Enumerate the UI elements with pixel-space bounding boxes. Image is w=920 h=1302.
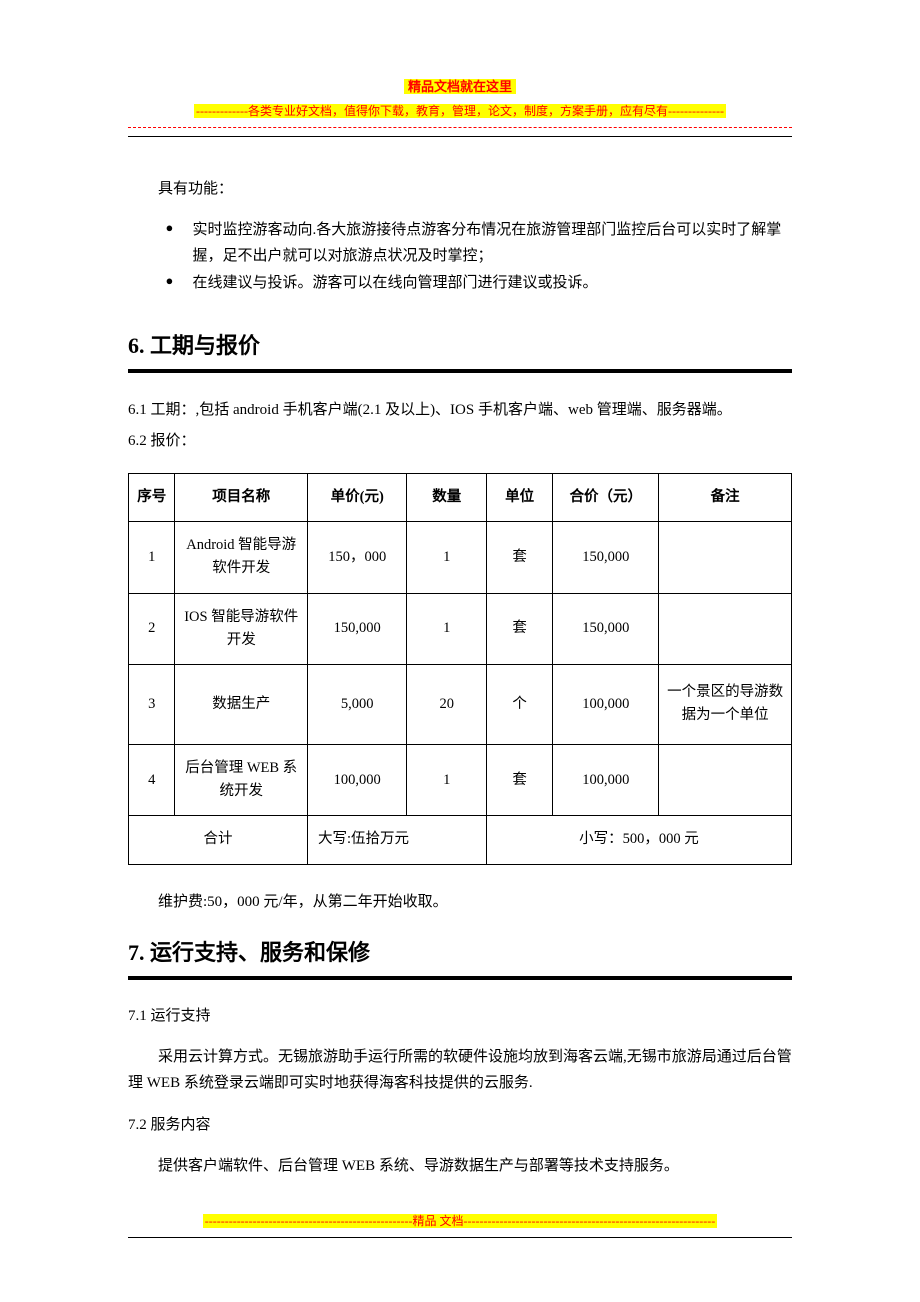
footer-rule xyxy=(128,1237,792,1238)
section-7-1-text: 采用云计算方式。无锡旅游助手运行所需的软硬件设施均放到海客云端,无锡市旅游局通过… xyxy=(128,1044,792,1097)
cell-total: 150,000 xyxy=(553,522,659,593)
cell-total-lower: 小写：500，000 元 xyxy=(486,816,791,864)
header-banner: 精品文档就在这里 -------------各类专业好文档，值得你下载，教育，管… xyxy=(128,75,792,128)
cell-unit: 套 xyxy=(486,745,552,816)
th-seq: 序号 xyxy=(129,473,175,521)
content-top-rule xyxy=(128,136,792,137)
cell-name: Android 智能导游软件开发 xyxy=(175,522,308,593)
table-row: 4 后台管理 WEB 系统开发 100,000 1 套 100,000 xyxy=(129,745,792,816)
cell-unit: 套 xyxy=(486,522,552,593)
header-subtitle: -------------各类专业好文档，值得你下载，教育，管理，论文，制度，方… xyxy=(194,104,726,118)
section-7-heading: 7. 运行支持、服务和保修 xyxy=(128,935,792,970)
cell-name: 后台管理 WEB 系统开发 xyxy=(175,745,308,816)
cell-name: IOS 智能导游软件开发 xyxy=(175,593,308,664)
th-price: 单价(元) xyxy=(308,473,407,521)
section-7-rule xyxy=(128,976,792,980)
bullet-item: 实时监控游客动向.各大旅游接待点游客分布情况在旅游管理部门监控后台可以实时了解掌… xyxy=(166,217,793,270)
section-6-1-text: 6.1 工期：,包括 android 手机客户端(2.1 及以上)、IOS 手机… xyxy=(128,397,792,424)
cell-qty: 20 xyxy=(407,664,487,744)
cell-price: 100,000 xyxy=(308,745,407,816)
cell-total: 100,000 xyxy=(553,664,659,744)
section-7-2-text: 提供客户端软件、后台管理 WEB 系统、导游数据生产与部署等技术支持服务。 xyxy=(128,1153,792,1179)
cell-total: 100,000 xyxy=(553,745,659,816)
section-6-2-text: 6.2 报价： xyxy=(128,428,792,455)
quotation-table: 序号 项目名称 单价(元) 数量 单位 合价（元） 备注 1 Android 智… xyxy=(128,473,792,865)
th-unit: 单位 xyxy=(486,473,552,521)
cell-unit: 套 xyxy=(486,593,552,664)
table-footer-row: 合计 大写:伍拾万元 小写：500，000 元 xyxy=(129,816,792,864)
cell-note xyxy=(659,745,792,816)
th-total: 合价（元） xyxy=(553,473,659,521)
footer-banner: ----------------------------------------… xyxy=(128,1209,792,1238)
cell-seq: 4 xyxy=(129,745,175,816)
header-title: 精品文档就在这里 xyxy=(404,79,516,94)
table-header-row: 序号 项目名称 单价(元) 数量 单位 合价（元） 备注 xyxy=(129,473,792,521)
cell-qty: 1 xyxy=(407,745,487,816)
th-qty: 数量 xyxy=(407,473,487,521)
cell-price: 150,000 xyxy=(308,593,407,664)
cell-unit: 个 xyxy=(486,664,552,744)
section-6-rule xyxy=(128,369,792,373)
cell-price: 5,000 xyxy=(308,664,407,744)
cell-total-label: 合计 xyxy=(129,816,308,864)
cell-note: 一个景区的导游数据为一个单位 xyxy=(659,664,792,744)
maintenance-text: 维护费:50，000 元/年，从第二年开始收取。 xyxy=(128,889,792,915)
cell-seq: 3 xyxy=(129,664,175,744)
cell-total: 150,000 xyxy=(553,593,659,664)
table-row: 3 数据生产 5,000 20 个 100,000 一个景区的导游数据为一个单位 xyxy=(129,664,792,744)
footer-text: ----------------------------------------… xyxy=(203,1214,718,1228)
cell-note xyxy=(659,593,792,664)
table-row: 1 Android 智能导游软件开发 150，000 1 套 150,000 xyxy=(129,522,792,593)
cell-qty: 1 xyxy=(407,522,487,593)
bullet-item: 在线建议与投诉。游客可以在线向管理部门进行建议或投诉。 xyxy=(166,270,793,296)
cell-note xyxy=(659,522,792,593)
cell-total-upper: 大写:伍拾万元 xyxy=(308,816,487,864)
cell-qty: 1 xyxy=(407,593,487,664)
cell-seq: 2 xyxy=(129,593,175,664)
th-note: 备注 xyxy=(659,473,792,521)
feature-bullet-list: 实时监控游客动向.各大旅游接待点游客分布情况在旅游管理部门监控后台可以实时了解掌… xyxy=(128,217,792,296)
th-name: 项目名称 xyxy=(175,473,308,521)
cell-seq: 1 xyxy=(129,522,175,593)
header-dashed-rule xyxy=(128,127,792,128)
section-7-2-heading: 7.2 服务内容 xyxy=(128,1113,792,1137)
cell-price: 150，000 xyxy=(308,522,407,593)
intro-text: 具有功能： xyxy=(128,177,792,201)
cell-name: 数据生产 xyxy=(175,664,308,744)
section-7-1-heading: 7.1 运行支持 xyxy=(128,1004,792,1028)
table-row: 2 IOS 智能导游软件开发 150,000 1 套 150,000 xyxy=(129,593,792,664)
section-6-heading: 6. 工期与报价 xyxy=(128,328,792,363)
